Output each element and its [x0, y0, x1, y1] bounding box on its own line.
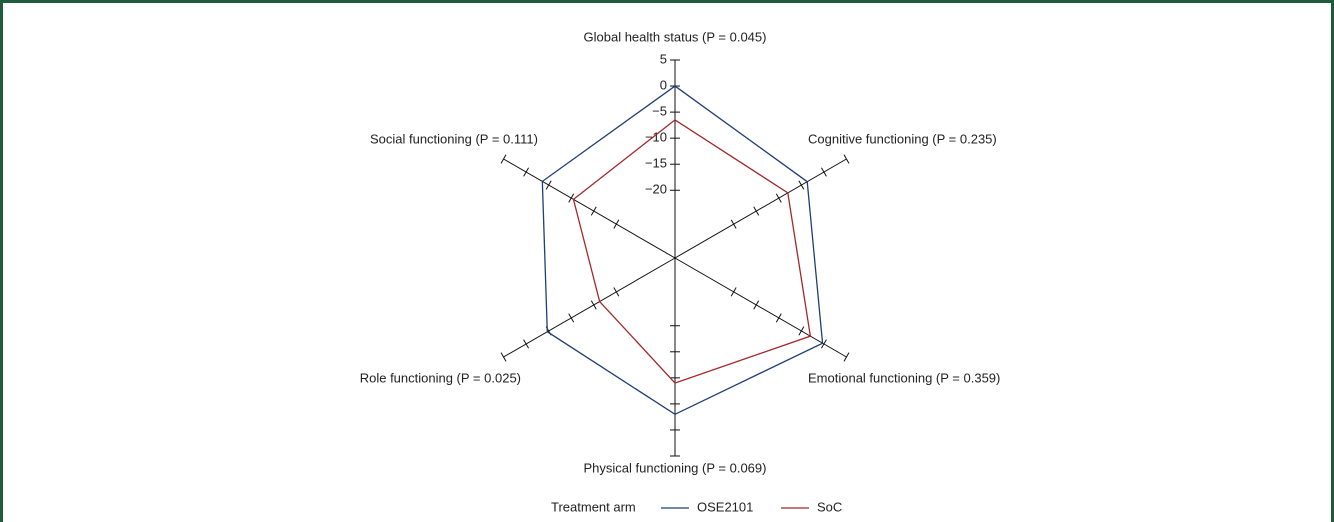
tick-mark: [568, 313, 575, 323]
tick-mark: [500, 154, 507, 164]
r-tick-label: −10: [645, 130, 667, 145]
tick-mark: [843, 154, 850, 164]
tick-mark: [523, 339, 530, 349]
r-tick-label: −15: [645, 156, 667, 171]
axis-line: [674, 158, 847, 259]
tick-mark: [545, 180, 552, 190]
tick-mark: [500, 352, 507, 362]
tick-mark: [613, 287, 620, 297]
tick-mark: [753, 206, 760, 216]
tick-mark: [590, 300, 597, 310]
series-polygon: [541, 85, 824, 416]
axis-line: [674, 257, 847, 358]
axis-label: Global health status (P = 0.045): [584, 29, 767, 44]
tick-mark: [775, 313, 782, 323]
tick-mark: [820, 167, 827, 177]
series-polygon: [572, 119, 812, 384]
axis-label: Physical functioning (P = 0.069): [584, 460, 767, 475]
chart: Global health status (P = 0.045) 5 0 −5 −10 −…: [360, 29, 1001, 514]
legend-title: Treatment arm: [551, 499, 636, 514]
tick-mark: [820, 339, 827, 349]
r-tick-label: 0: [660, 77, 667, 92]
axis-label: Cognitive functioning (P = 0.235): [808, 131, 997, 146]
axis-label: Social functioning (P = 0.111): [370, 131, 538, 146]
axis-line: [503, 158, 676, 259]
tick-mark: [798, 326, 805, 336]
tick-mark: [730, 287, 737, 297]
tick-mark: [568, 193, 575, 203]
tick-mark: [613, 219, 620, 229]
tick-mark: [843, 352, 850, 362]
legend-label: OSE2101: [697, 499, 753, 514]
tick-mark: [523, 167, 530, 177]
r-tick-label: −5: [652, 104, 667, 119]
tick-mark: [798, 180, 805, 190]
tick-mark: [590, 206, 597, 216]
tick-mark: [730, 219, 737, 229]
axis-label: Role functioning (P = 0.025): [360, 370, 521, 385]
r-tick-label: 5: [660, 51, 667, 66]
r-tick-label: −20: [645, 182, 667, 197]
axis-line: [503, 257, 676, 358]
axis-label: Emotional functioning (P = 0.359): [808, 370, 1000, 385]
tick-mark: [775, 193, 782, 203]
legend-label: SoC: [817, 499, 842, 514]
tick-mark: [753, 300, 760, 310]
